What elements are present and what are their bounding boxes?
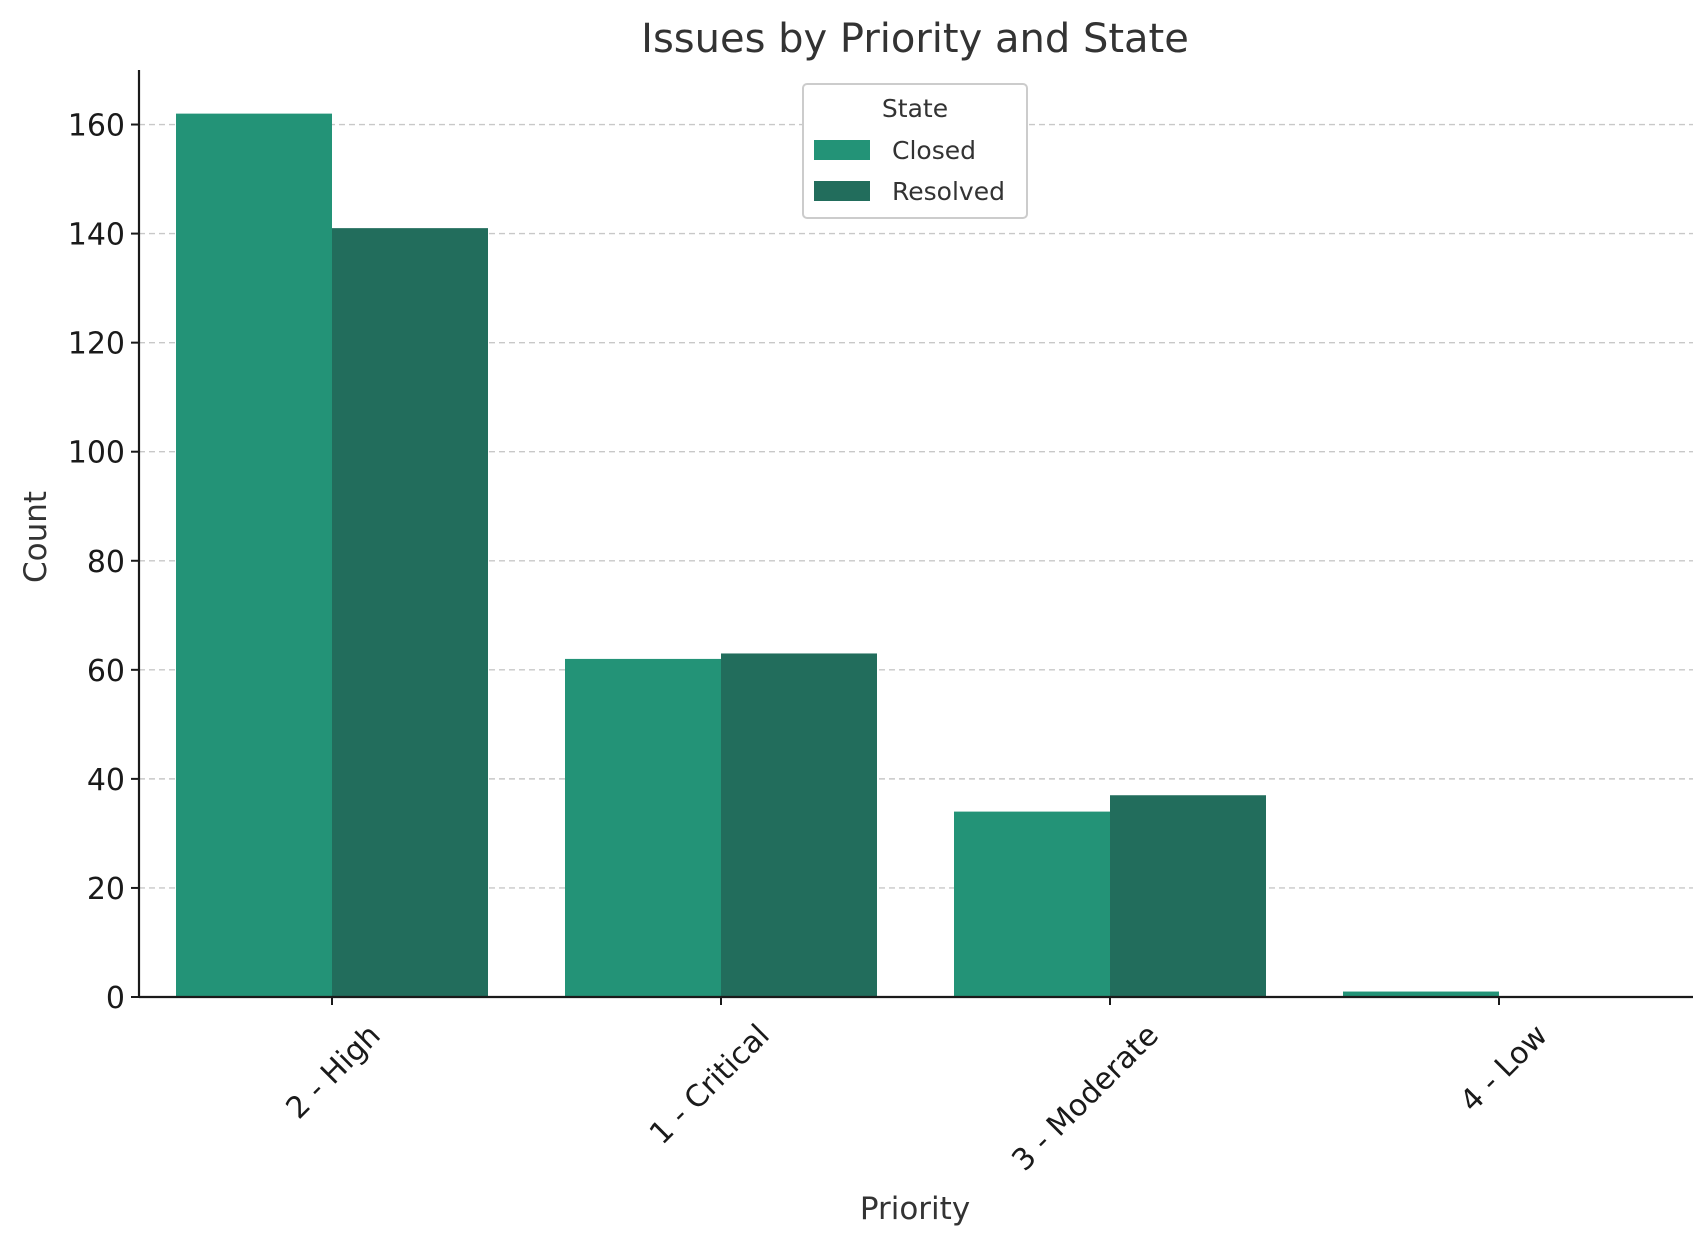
bar-closed-4-low (1343, 991, 1499, 997)
y-tick-label: 120 (68, 327, 125, 362)
y-tick-label: 20 (87, 872, 125, 907)
legend-swatch-resolved (814, 181, 870, 201)
y-axis-ticks: 0 20 40 60 80 100 120 140 160 (68, 109, 139, 1016)
bar-closed-3-moderate (954, 811, 1110, 997)
legend-title: State (882, 94, 948, 123)
y-tick-label: 80 (87, 545, 125, 580)
bars (176, 113, 1499, 997)
x-tick-label-1-critical: 1 - Critical (643, 1018, 777, 1152)
gridlines (139, 123, 1693, 889)
bar-resolved-1-critical (721, 653, 877, 997)
y-tick-label: 100 (68, 436, 125, 471)
x-axis-ticks: 2 - High 1 - Critical 3 - Moderate 4 - Low (280, 997, 1555, 1178)
legend-label-closed: Closed (892, 136, 976, 165)
x-tick-label-4-low: 4 - Low (1453, 1018, 1554, 1119)
bar-closed-1-critical (565, 658, 721, 997)
legend-label-resolved: Resolved (892, 177, 1005, 206)
y-tick-label: 0 (106, 981, 125, 1016)
axes (137, 70, 1693, 999)
x-axis-label: Priority (860, 1191, 970, 1227)
y-tick-label: 40 (87, 763, 125, 798)
legend-swatch-closed (814, 140, 870, 160)
bar-closed-2-high (176, 113, 332, 997)
x-tick-label-2-high: 2 - High (280, 1018, 388, 1126)
chart-title: Issues by Priority and State (641, 16, 1189, 62)
y-tick-label: 160 (68, 109, 125, 144)
legend: State Closed Resolved (802, 83, 1028, 219)
y-tick-label: 60 (87, 654, 125, 689)
y-axis-label: Count (18, 491, 54, 583)
x-tick-label-3-moderate: 3 - Moderate (1005, 1018, 1165, 1178)
bar-resolved-2-high (332, 228, 488, 997)
bar-resolved-3-moderate (1110, 795, 1266, 997)
y-tick-label: 140 (68, 218, 125, 253)
